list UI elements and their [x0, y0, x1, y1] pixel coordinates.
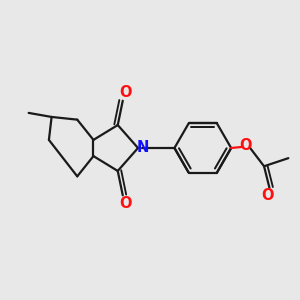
Text: O: O [261, 188, 274, 203]
Text: N: N [137, 140, 149, 155]
Text: O: O [239, 139, 251, 154]
Text: O: O [119, 85, 132, 100]
Text: O: O [119, 196, 132, 211]
